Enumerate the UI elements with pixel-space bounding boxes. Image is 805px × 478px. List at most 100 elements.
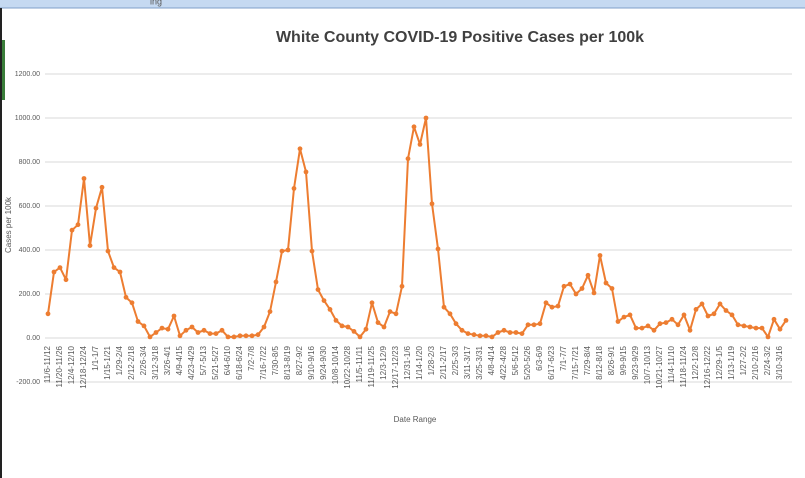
data-point [645,323,651,329]
x-tick-label: 1/27-2/2 [739,345,748,375]
x-tick-label: 3/12-3/18 [151,345,160,379]
data-point [501,327,507,333]
data-point [261,324,267,330]
x-tick-label: 12/17-12/23 [391,345,400,388]
data-point [51,269,57,275]
data-point [471,332,477,338]
x-tick-label: 9/9-9/15 [619,345,628,375]
data-point [135,319,141,324]
data-point [225,334,231,340]
x-tick-label: 1/13-1/19 [727,345,736,379]
y-tick-label: -200.00 [16,379,40,386]
data-point [429,201,435,207]
data-point [297,146,303,152]
x-tick-label: 4/9-4/15 [175,345,184,375]
x-tick-label: 11/18-11/24 [679,345,688,387]
data-point [699,301,705,307]
data-point [369,300,375,306]
data-point [561,283,567,289]
data-point [279,248,285,254]
data-point [249,333,255,339]
x-tick-label: 9/23-9/29 [631,345,640,379]
x-tick-label: 12/16-12/22 [703,345,712,388]
data-point [591,290,597,296]
data-point [309,248,315,254]
data-point [411,124,417,130]
data-point [333,318,339,323]
y-tick-label: 0.00 [26,335,40,342]
data-point [513,330,519,335]
data-point [255,332,261,338]
data-point [405,156,411,162]
x-tick-label: 12/4-12/10 [67,345,76,384]
data-point [111,265,117,270]
data-point [615,319,621,324]
x-tick-label: 1/14-1/20 [415,345,424,379]
data-point [531,322,537,328]
data-point [219,327,225,333]
x-tick-label: 7/16-7/22 [259,345,268,379]
data-point [693,307,699,312]
data-point [765,334,771,340]
x-tick-label: 12/18-12/24 [79,345,88,388]
data-point [627,312,633,318]
data-point [207,331,213,336]
banner-text: ing [150,0,162,6]
data-point [483,333,489,339]
x-tick-label: 6/4-6/10 [223,345,232,375]
data-point [597,253,603,258]
x-tick-label: 11/6-11/12 [43,345,52,383]
x-tick-label: 11/20-11/26 [55,345,64,387]
y-axis-title: Cases per 100k [4,196,13,253]
x-tick-label: 12/29-1/5 [715,345,724,379]
data-point [657,321,663,327]
data-point [573,291,579,297]
x-tick-label: 12/3-12/9 [379,345,388,379]
data-point [525,322,531,328]
x-tick-label: 1/15-1/21 [103,345,112,379]
data-point [159,325,165,331]
data-point [681,312,687,318]
x-tick-label: 5/20-5/26 [523,345,532,379]
top-banner [0,0,805,8]
data-point [609,286,615,291]
x-tick-label: 11/19-11/25 [367,345,376,387]
data-point [417,142,423,147]
chart-title: White County COVID-19 Positive Cases per… [276,29,644,46]
x-tick-label: 2/25-3/3 [451,345,460,375]
y-tick-label: 1200.00 [15,71,40,78]
x-tick-label: 1/29-2/4 [115,345,124,375]
data-point [729,312,735,318]
data-point [579,286,585,291]
data-line [47,117,787,338]
data-point [489,334,495,340]
data-point [567,281,573,287]
data-point [291,186,297,191]
data-point [759,325,765,331]
data-point [117,269,123,275]
data-point [75,222,81,228]
x-tick-label: 12/2-12/8 [691,345,700,379]
x-tick-label: 10/21-10/27 [655,345,664,388]
data-point [177,333,183,339]
x-tick-label: 5/6-5/12 [511,345,520,375]
x-tick-label: 10/7-10/13 [643,345,652,384]
data-point [195,330,201,335]
data-point [675,322,681,328]
data-point [705,313,711,319]
data-point [687,327,693,333]
data-point [669,316,675,322]
data-point [363,326,369,332]
data-point [549,304,555,310]
data-point [93,205,99,211]
data-point [543,300,549,306]
data-point [783,318,789,323]
x-tick-label: 1/1-1/7 [91,345,100,370]
data-point [345,324,351,330]
x-tick-label: 3/25-3/31 [475,345,484,379]
x-tick-label: 9/24-9/30 [319,345,328,379]
data-point [87,243,93,249]
data-point [633,325,639,331]
data-point [651,327,657,333]
